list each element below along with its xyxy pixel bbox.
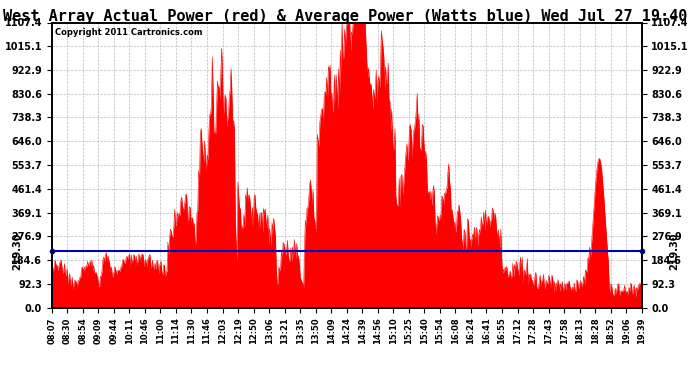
Text: 219.30: 219.30 [12,232,23,270]
Text: 219.30: 219.30 [669,232,679,270]
Text: West Array Actual Power (red) & Average Power (Watts blue) Wed Jul 27 19:40: West Array Actual Power (red) & Average … [3,9,687,24]
Text: Copyright 2011 Cartronics.com: Copyright 2011 Cartronics.com [55,28,202,37]
